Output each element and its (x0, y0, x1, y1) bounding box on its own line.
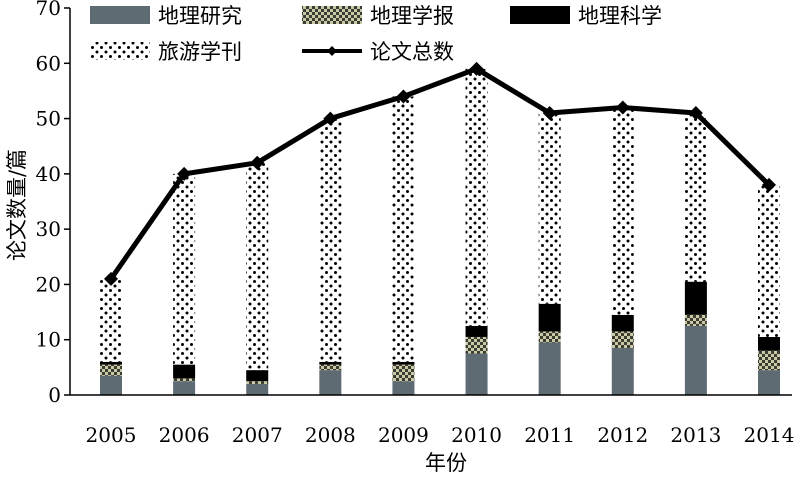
x-tick-label: 2014 (744, 423, 795, 447)
bar-2011-series-2 (538, 303, 561, 332)
y-axis-title: 论文数量/篇 (5, 149, 29, 261)
bar-2013-series-0 (684, 325, 707, 395)
total-point-2013 (688, 106, 703, 121)
y-tick-label: 50 (36, 107, 61, 131)
bar-2009-series-0 (392, 381, 415, 395)
y-tick-label: 0 (48, 383, 61, 407)
y-tick-label: 60 (36, 51, 61, 75)
total-line-layer (104, 61, 776, 286)
bar-2006-series-3 (173, 173, 196, 365)
bar-2012-series-1 (611, 331, 634, 349)
bar-2007-series-1 (246, 381, 269, 384)
total-point-2009 (396, 89, 411, 104)
total-point-2006 (177, 166, 192, 181)
total-point-2012 (615, 100, 630, 115)
bar-2013-series-3 (684, 113, 707, 282)
x-axis-title: 年份 (425, 451, 467, 475)
legend-swatch-3 (90, 42, 150, 60)
x-tick-label: 2007 (232, 423, 283, 447)
bar-2005-series-2 (100, 361, 122, 365)
total-point-2005 (104, 271, 118, 286)
legend-label-2: 地理科学 (578, 4, 662, 28)
bar-2006-series-1 (173, 378, 196, 382)
bar-2005-series-0 (100, 375, 122, 395)
y-tick-label: 20 (36, 272, 61, 296)
bar-2006-series-2 (173, 364, 196, 379)
bar-2014-series-0 (758, 370, 780, 395)
axes: 0 10 20 30 40 50 60 70 2005 2006 2007 2008 2009 2010 2… (36, 0, 795, 447)
total-point-2014 (762, 177, 776, 192)
bar-2009-series-1 (392, 364, 415, 382)
bar-2008-series-2 (319, 361, 342, 365)
legend-label-0: 地理研究 (158, 4, 242, 28)
legend-swatch-2 (510, 6, 570, 24)
bar-2010-series-1 (465, 336, 488, 354)
bar-2014-series-2 (758, 336, 780, 351)
y-tick-label: 40 (36, 162, 61, 186)
x-tick-label: 2009 (378, 423, 429, 447)
total-point-2010 (469, 61, 484, 76)
bar-2008-series-1 (319, 364, 342, 371)
legend-label-3: 旅游学刊 (158, 40, 242, 64)
bar-2005-series-1 (100, 364, 122, 376)
bar-2005-series-3 (100, 278, 122, 362)
y-tick-label: 10 (36, 328, 61, 352)
bar-2007-series-3 (246, 162, 269, 371)
bar-2011-series-0 (538, 342, 561, 395)
bar-2014-series-3 (758, 184, 780, 337)
bar-2011-series-1 (538, 331, 561, 343)
total-point-2011 (542, 106, 557, 121)
legend-label-4: 论文总数 (370, 40, 454, 64)
bar-2014-series-1 (758, 350, 780, 371)
x-tick-label: 2010 (451, 423, 502, 447)
bar-2009-series-2 (392, 361, 415, 365)
bars-layer (100, 68, 780, 395)
y-tick-label: 30 (36, 217, 61, 241)
legend-marker-4 (327, 46, 337, 56)
bar-2009-series-3 (392, 96, 415, 362)
total-point-2008 (323, 111, 338, 126)
legend-label-1: 地理学报 (370, 4, 454, 28)
bar-2007-series-0 (246, 383, 269, 395)
bar-2010-series-2 (465, 325, 488, 337)
x-tick-label: 2005 (86, 423, 137, 447)
bar-2008-series-0 (319, 370, 342, 395)
x-tick-label: 2006 (159, 423, 210, 447)
y-tick-label: 70 (36, 0, 61, 20)
total-line (108, 66, 771, 281)
total-point-2007 (250, 155, 265, 170)
bar-2013-series-1 (684, 314, 707, 326)
bar-2013-series-2 (684, 281, 707, 315)
legend-swatch-1 (302, 6, 362, 24)
x-tick-label: 2013 (670, 423, 721, 447)
bar-2011-series-3 (538, 113, 561, 304)
bar-2010-series-0 (465, 353, 488, 395)
legend-swatch-0 (90, 6, 150, 24)
x-tick-label: 2008 (305, 423, 356, 447)
bar-2012-series-3 (611, 107, 634, 315)
bar-2010-series-3 (465, 68, 488, 326)
bar-2012-series-0 (611, 348, 634, 395)
x-tick-label: 2012 (597, 423, 648, 447)
bar-2006-series-0 (173, 381, 196, 395)
x-tick-label: 2011 (524, 423, 575, 447)
bar-2012-series-2 (611, 314, 634, 332)
bar-2007-series-2 (246, 370, 269, 382)
bar-2008-series-3 (319, 118, 342, 362)
